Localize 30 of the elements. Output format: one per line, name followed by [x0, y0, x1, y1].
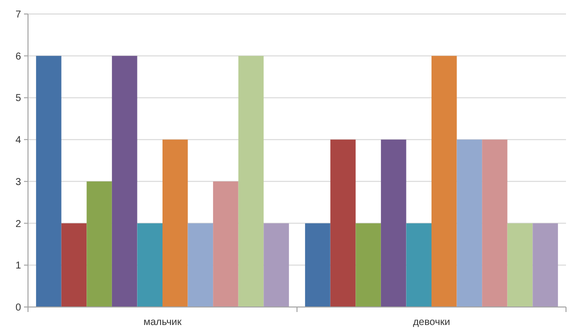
x-tick-label: девочки: [412, 317, 450, 328]
y-tick-label: 3: [15, 176, 22, 188]
bar: [137, 223, 162, 307]
bar: [112, 56, 138, 307]
bar: [482, 140, 508, 307]
bar: [330, 140, 356, 307]
bar: [162, 140, 188, 307]
y-tick-label: 1: [15, 260, 22, 272]
bar: [86, 181, 112, 307]
bar: [456, 140, 482, 307]
bar: [188, 223, 214, 307]
bar: [213, 181, 238, 307]
bar: [61, 223, 87, 307]
y-tick-label: 4: [15, 135, 22, 146]
y-tick-label: 7: [15, 10, 22, 20]
bar: [532, 223, 558, 307]
x-tick-label: мальчик: [144, 317, 182, 328]
bar: [238, 56, 264, 307]
y-tick-label: 5: [15, 93, 22, 104]
bar: [507, 223, 533, 307]
bar: [432, 56, 457, 307]
y-tick-label: 6: [15, 51, 22, 62]
bar: [380, 140, 406, 307]
y-tick-label: 2: [15, 218, 22, 230]
bar: [305, 223, 330, 307]
bar: [264, 223, 289, 307]
bar: [356, 223, 381, 307]
bar: [406, 223, 432, 307]
y-tick-label: 0: [15, 302, 22, 314]
bar: [36, 56, 62, 307]
